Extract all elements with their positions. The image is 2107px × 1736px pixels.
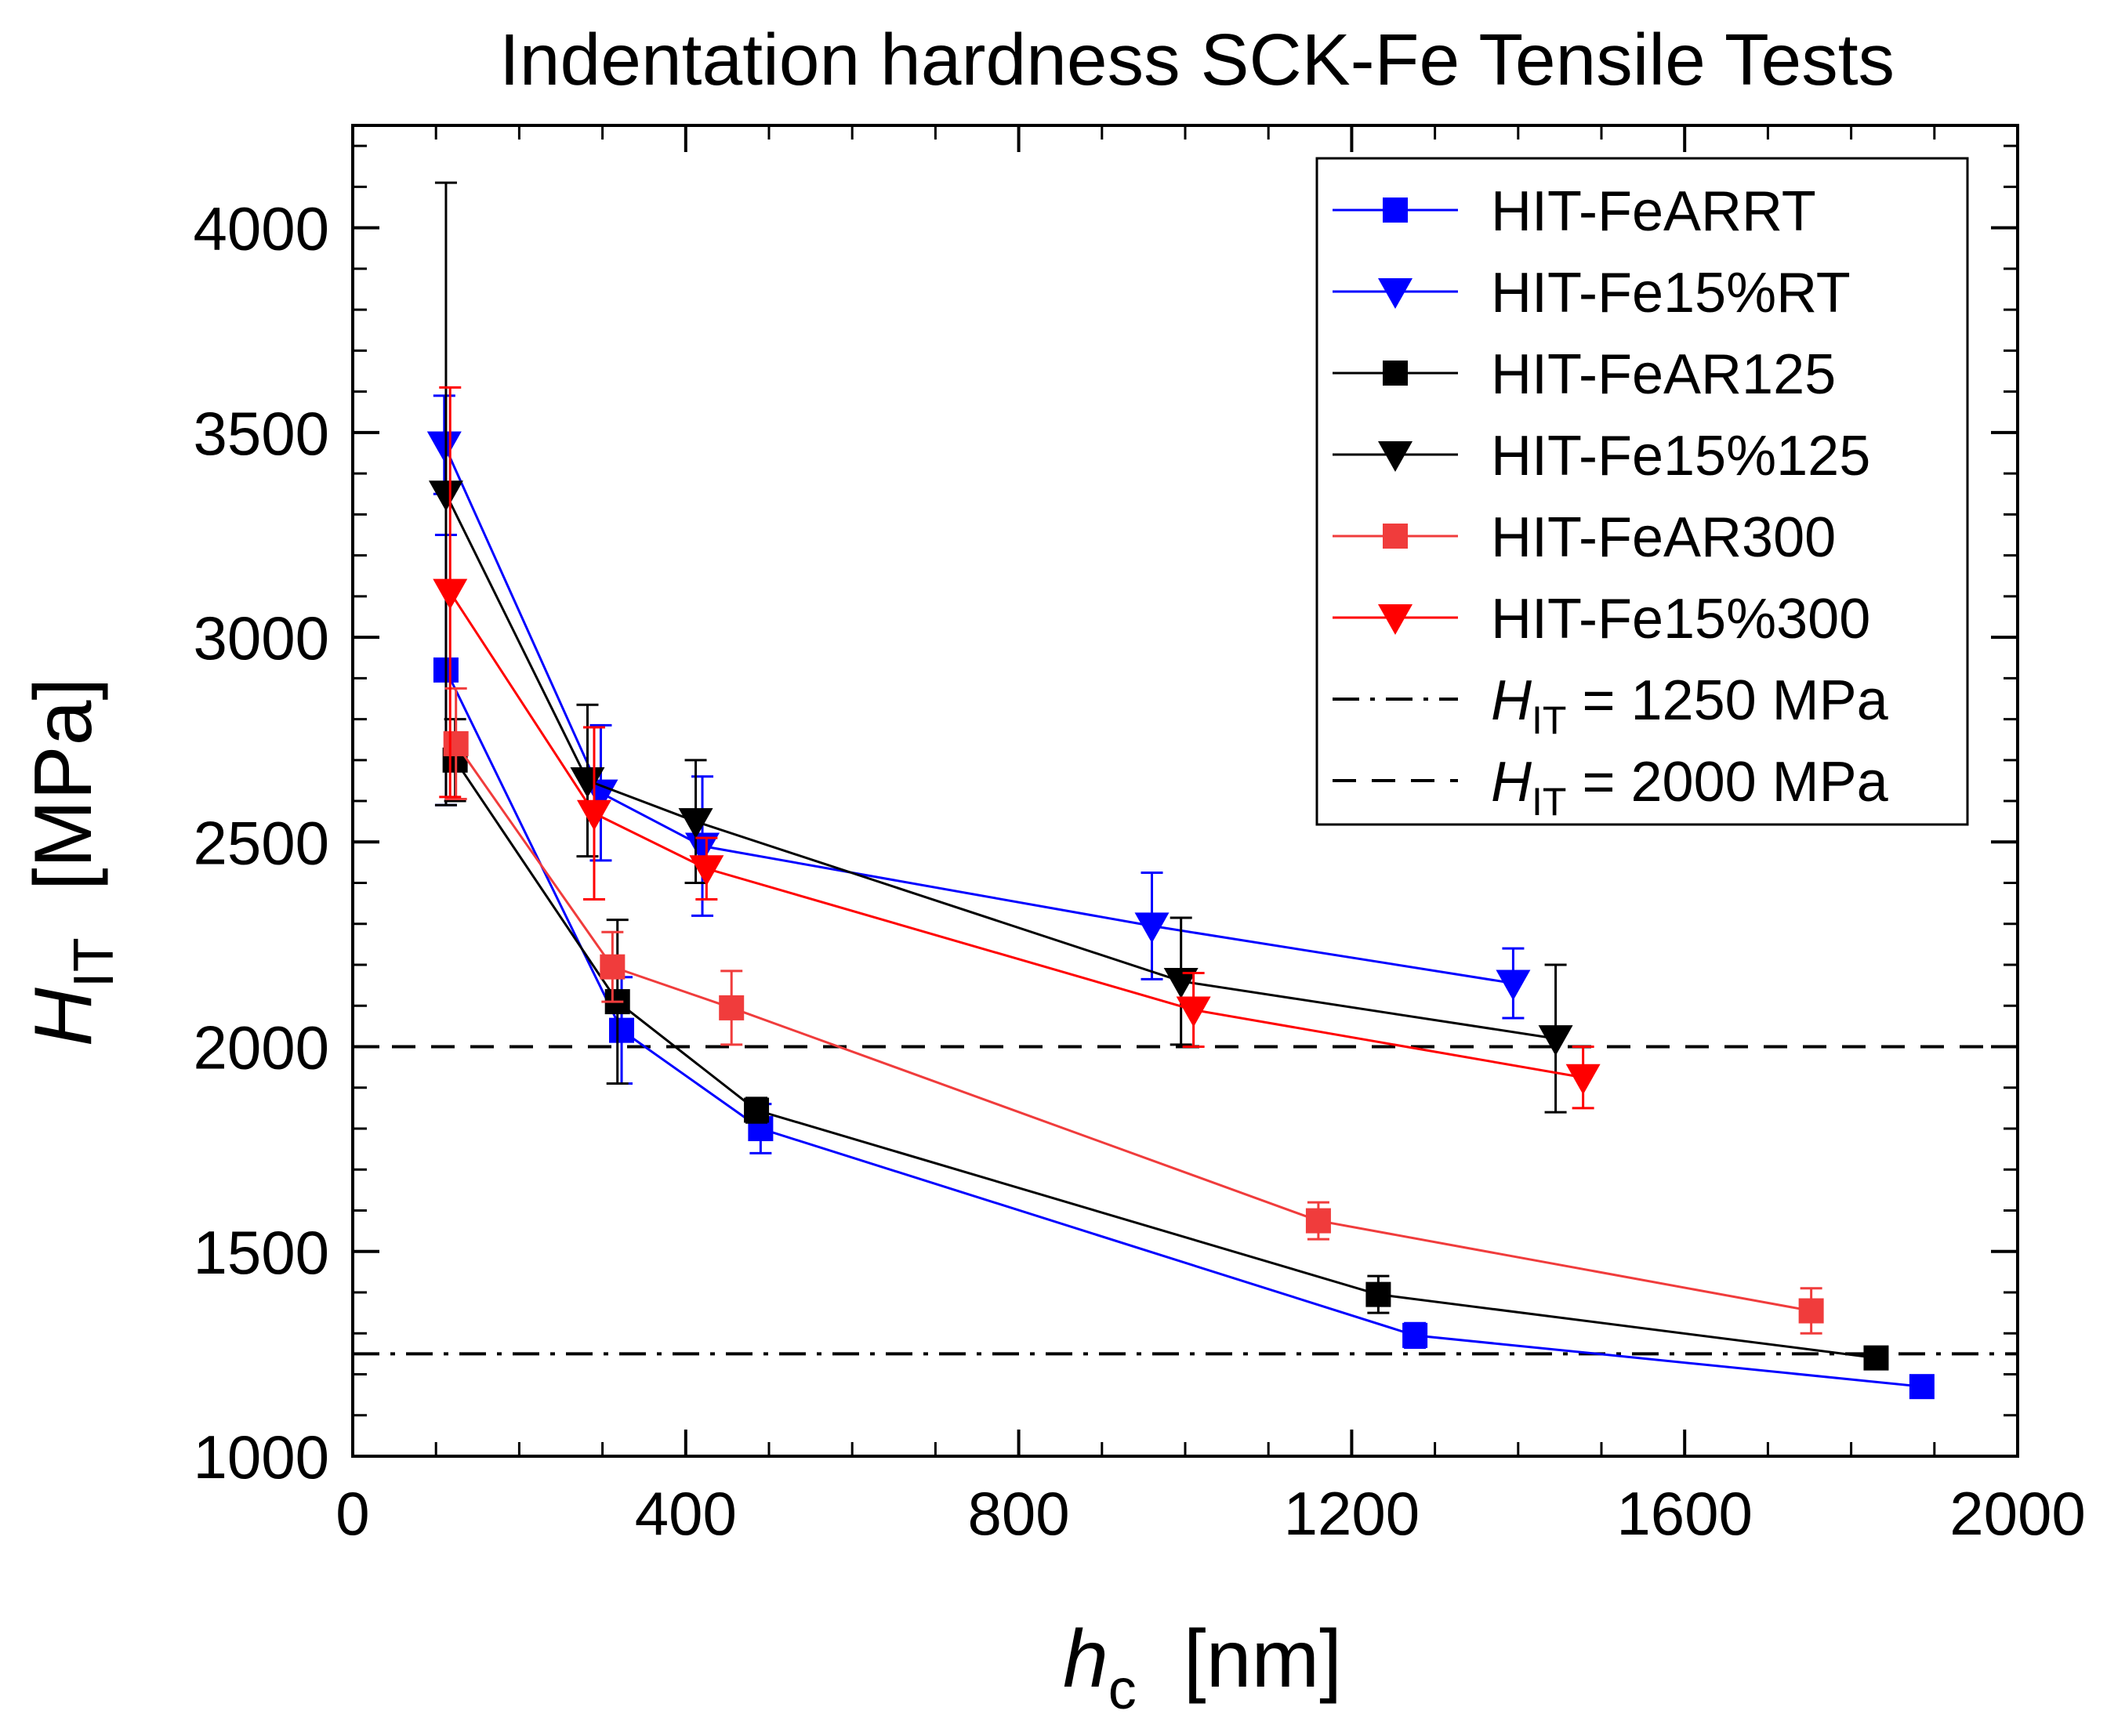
x-tick-label: 0 [335,1479,369,1548]
data-point [1496,969,1531,1001]
series-group [443,687,1824,1335]
reference-lines [353,1045,2018,1356]
series-group [428,181,1573,1114]
x-tick-label: 2000 [1949,1479,2086,1548]
x-tick-label: 1600 [1616,1479,1753,1548]
x-tick-label: 400 [635,1479,737,1548]
y-tick-label: 4000 [193,194,329,263]
data-point [576,799,611,831]
data-point [678,808,713,839]
data-point [1538,1025,1573,1056]
legend-label: HIT-Fe15%RT [1491,262,1851,324]
y-tick-label: 1000 [193,1423,329,1491]
legend-symbol: H [1491,751,1532,814]
data-series [426,181,1935,1400]
data-point [570,767,605,798]
data-point [744,1097,770,1123]
y-tick-label: 1500 [193,1218,329,1287]
series-line [455,743,1811,1313]
series-group [433,386,1601,1110]
legend-label: HIT = 2000 MPa [1491,751,1889,824]
legend-marker [1383,361,1408,386]
data-point [719,995,745,1020]
legend-marker [1383,198,1408,223]
x-tick-label: 1200 [1284,1479,1420,1548]
data-point [1565,1064,1601,1095]
data-point [1365,1281,1391,1307]
legend-label: HIT-FeAR300 [1491,506,1836,569]
legend-subscript: IT [1532,698,1566,742]
y-tick-label: 3000 [193,603,329,672]
legend-label: HIT-Fe15%125 [1491,425,1870,487]
legend-subscript: IT [1532,780,1566,824]
tick-labels: 0 400 800 1200 1600 2000 1000 1500 2000 2500 3000 3… [193,194,2085,1548]
data-point [433,578,468,610]
y-tick-label: 3500 [193,399,329,468]
legend-marker [1383,524,1408,549]
data-point [1305,1208,1331,1234]
data-point [1134,912,1170,944]
x-tick-label: 800 [968,1479,1070,1548]
data-point [600,954,626,980]
legend-value: = 2000 MPa [1566,751,1888,814]
legend-symbol: H [1491,669,1532,732]
data-point [1798,1298,1824,1324]
data-point [1909,1374,1935,1400]
legend-value: = 1250 MPa [1566,669,1888,732]
chart-title: Indentation hardness SCK-Fe Tensile Test… [499,19,1895,100]
data-point [1402,1322,1428,1348]
data-point [426,431,462,462]
y-axis-label: HIT[MPa] [18,678,125,1047]
y-tick-label: 2500 [193,808,329,877]
series-group [426,394,1531,1020]
legend-label: HIT-FeARRT [1491,180,1816,243]
legend-marker [1378,278,1413,309]
data-point [609,1017,635,1043]
data-point [428,480,463,512]
legend-box [1315,157,1969,826]
legend: HIT-FeARRT HIT-Fe15%RT HIT-FeAR125 HIT-Fe15… [1315,157,1969,826]
plot-frame [351,124,2019,1458]
legend-label: HIT = 1250 MPa [1491,669,1889,742]
legend-label: HIT-Fe15%300 [1491,588,1870,651]
y-tick-label: 2000 [193,1013,329,1082]
legend-marker [1378,604,1413,635]
data-point [685,832,720,864]
legend-marker [1378,441,1413,472]
x-axis-label: hc [nm] [1063,1614,1342,1721]
data-point [1163,967,1199,998]
data-point [689,855,724,886]
data-point [1863,1345,1889,1371]
legend-label: HIT-FeAR125 [1491,343,1836,406]
data-point [1176,996,1211,1027]
data-point [443,730,469,756]
